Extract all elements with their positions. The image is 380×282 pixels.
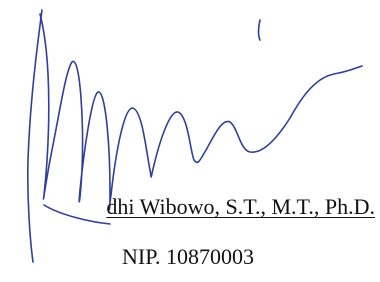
signature-stroke bbox=[28, 10, 42, 262]
page: {"signature_name": "dhi Wibowo, S.T., M.… bbox=[0, 0, 380, 282]
signature bbox=[0, 0, 380, 282]
signature-stroke bbox=[40, 14, 362, 209]
signature-stroke bbox=[259, 20, 261, 40]
signature-stroke bbox=[44, 205, 110, 224]
signature-strokes bbox=[28, 10, 362, 262]
signatory-name: dhi Wibowo, S.T., M.T., Ph.D. bbox=[106, 194, 375, 220]
nip: NIP. 10870003 bbox=[122, 244, 254, 270]
